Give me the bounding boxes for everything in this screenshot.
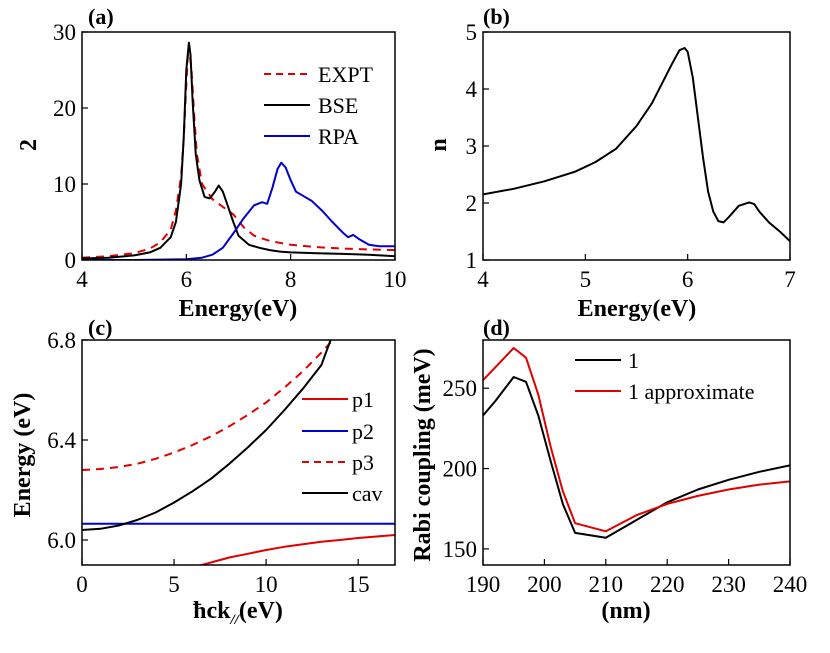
y-tick-label-a: 0 <box>65 248 77 273</box>
x-tick-label-c: 15 <box>347 572 370 597</box>
legend-label-rpa: RPA <box>318 124 359 149</box>
legend-label-cav: cav <box>352 481 383 506</box>
x-tick-label-b: 7 <box>784 267 796 292</box>
x-tick-label-c: 10 <box>255 572 278 597</box>
legend-label-1: 1 <box>628 348 639 373</box>
plot-frame-c <box>81 339 396 566</box>
panel-label-d: (d) <box>483 315 510 340</box>
legend-c: p1 p2 p3 cav <box>302 387 383 506</box>
y-tick-label-b: 2 <box>466 191 478 216</box>
legend-label-p1: p1 <box>352 387 374 412</box>
y-tick-label-d: 200 <box>443 457 478 482</box>
x-tick-label-d: 190 <box>466 572 501 597</box>
x-tick-label-d: 220 <box>650 572 685 597</box>
panel-label-c: (c) <box>88 315 112 340</box>
legend-label-p3: p3 <box>352 450 374 475</box>
y-tick-label-c: 6.0 <box>47 528 76 553</box>
panel-c: (c) 0 5 10 15 6.0 6.4 6.8 ħck//(eV) Energy (eV… <box>10 315 396 628</box>
y-tick-label-d: 250 <box>443 376 478 401</box>
x-tick-label-d: 210 <box>589 572 624 597</box>
panel-a: (a) 4 6 8 10 0 10 20 30 Energy(eV) 2 EXPT BSE R… <box>16 4 407 322</box>
x-tick-label-d: 230 <box>711 572 746 597</box>
series-line-a-bse <box>82 41 395 260</box>
y-tick-label-b: 1 <box>466 248 478 273</box>
x-axis-label-a: Energy(eV) <box>179 296 298 322</box>
x-tick-label-c: 0 <box>76 572 88 597</box>
series-line-a-rpa <box>82 161 395 260</box>
x-axis-label-b: Energy(eV) <box>578 296 697 322</box>
x-tick-label-a: 6 <box>181 267 193 292</box>
plot-frame-d <box>482 339 791 566</box>
y-tick-label-a: 30 <box>53 20 76 45</box>
x-axis-label-d: (nm) <box>601 598 650 624</box>
legend-a: EXPT BSE RPA <box>264 62 374 149</box>
legend-d: 1 1 approximate <box>575 348 754 404</box>
x-tick-label-a: 4 <box>76 267 88 292</box>
plot-frame-a <box>81 31 396 261</box>
legend-label-expt: EXPT <box>318 62 374 87</box>
y-tick-label-a: 20 <box>53 96 76 121</box>
x-tick-label-a: 8 <box>285 267 297 292</box>
x-tick-label-c: 5 <box>168 572 180 597</box>
x-tick-label-b: 5 <box>580 267 592 292</box>
panel-label-b: (b) <box>483 4 510 29</box>
series-line-d-1-approximate <box>483 347 790 533</box>
x-tick-label-b: 4 <box>477 267 489 292</box>
y-axis-label-b: n <box>426 138 452 151</box>
plot-frame-b <box>482 31 791 261</box>
y-axis-label-c: Energy (eV) <box>10 393 36 518</box>
panel-label-a: (a) <box>88 4 114 29</box>
series-line-b-0 <box>483 47 790 242</box>
series-line-c-cav <box>82 340 332 531</box>
y-tick-label-b: 3 <box>466 134 478 159</box>
legend-label-bse: BSE <box>318 93 358 118</box>
series-line-d-1 <box>483 376 790 539</box>
y-tick-label-b: 4 <box>466 77 478 102</box>
x-tick-label-d: 200 <box>527 572 562 597</box>
legend-label-1-approx: 1 approximate <box>628 379 754 404</box>
series-line-c-p1 <box>197 534 395 565</box>
legend-label-p2: p2 <box>352 419 374 444</box>
y-axis-label-d: Rabi coupling (meV) <box>410 348 436 561</box>
y-tick-label-b: 5 <box>466 20 478 45</box>
y-tick-label-c: 6.4 <box>47 428 76 453</box>
x-tick-label-d: 240 <box>773 572 808 597</box>
panel-d: (d) 190 200 210 220 230 240 150 200 250 (nm) Rab… <box>410 315 807 624</box>
y-axis-label-a: 2 <box>16 139 42 151</box>
panel-b: (b) 4 5 6 7 1 2 3 4 5 Energy(eV) n <box>426 4 796 322</box>
x-tick-label-b: 6 <box>682 267 694 292</box>
x-axis-label-c: ħck//(eV) <box>193 598 283 628</box>
series-line-c-p3 <box>82 341 332 471</box>
y-tick-label-d: 150 <box>443 537 478 562</box>
x-tick-label-a: 10 <box>384 267 407 292</box>
y-tick-label-c: 6.8 <box>47 328 76 353</box>
y-tick-label-a: 10 <box>53 172 76 197</box>
